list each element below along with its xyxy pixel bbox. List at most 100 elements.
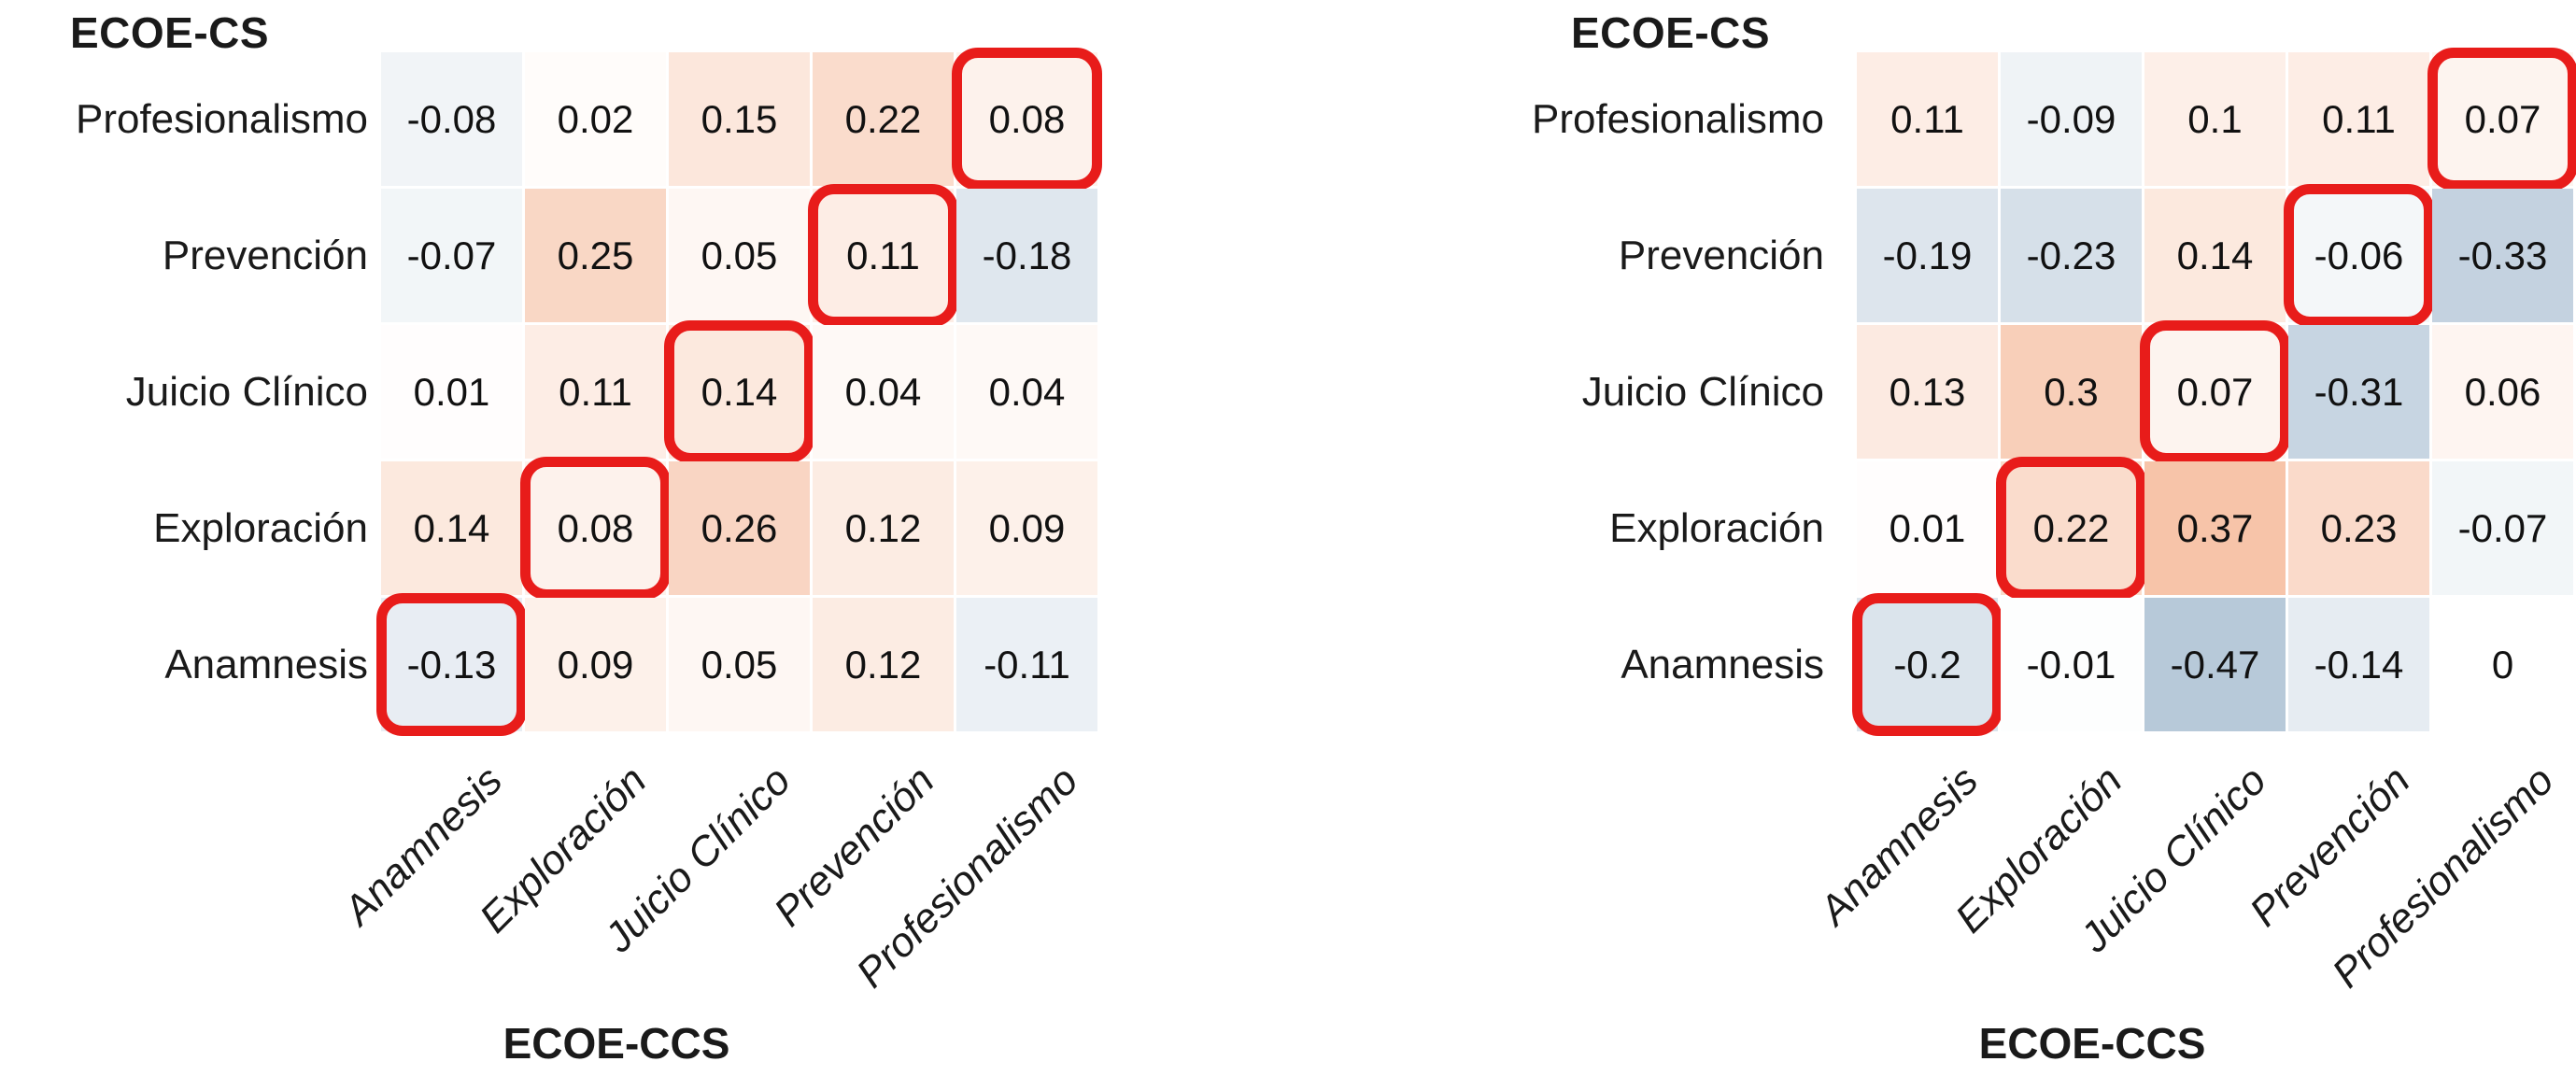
cell-value: 0.23 — [2320, 505, 2398, 550]
cell-value: 0.13 — [1889, 369, 1966, 414]
row-label: Juicio Clínico — [125, 369, 368, 415]
heatmap-cell: 0.05 — [669, 189, 810, 322]
cell-value: -0.33 — [2457, 233, 2548, 277]
heatmap-cell: 0.01 — [1857, 461, 1998, 595]
heatmap-cell: -0.07 — [381, 189, 522, 322]
cell-value: -0.31 — [2314, 369, 2404, 414]
cell-value: 0.05 — [701, 642, 778, 687]
cell-value: 0.11 — [846, 233, 920, 277]
cell-value: 0.09 — [557, 642, 634, 687]
row-label: Exploración — [153, 505, 368, 551]
heatmap-cell: 0.08 — [520, 457, 671, 600]
cell-value: 0.12 — [844, 642, 922, 687]
cell-value: -0.19 — [1882, 233, 1973, 277]
cell-value: 0.1 — [2187, 96, 2243, 141]
cell-value: -0.07 — [2457, 505, 2548, 550]
heatmap-cell: 0.22 — [813, 52, 954, 186]
cell-value: 0.06 — [2464, 369, 2541, 414]
heatmap-cell: 0.23 — [2288, 461, 2429, 595]
cell-value: 0.11 — [559, 369, 632, 414]
cell-value: -0.2 — [1893, 642, 1961, 687]
cell-value: 0 — [2491, 642, 2514, 687]
cell-value: 0.11 — [2322, 96, 2396, 141]
y-axis-title: ECOE-CS — [1571, 8, 1771, 57]
cell-value: -0.13 — [406, 642, 497, 687]
cell-value: -0.23 — [2026, 233, 2116, 277]
row-label: Anamnesis — [1621, 642, 1824, 687]
cell-value: 0.14 — [2176, 233, 2254, 277]
cell-value: 0.08 — [557, 505, 634, 550]
cell-value: 0.14 — [701, 369, 778, 414]
heatmap-cell: 0 — [2432, 598, 2573, 731]
heatmap-cell: 0.11 — [525, 325, 666, 459]
cell-value: 0.04 — [844, 369, 922, 414]
row-label: Prevención — [162, 233, 368, 278]
heatmap-cell: -0.19 — [1857, 189, 1998, 322]
heatmap-cell: 0.04 — [813, 325, 954, 459]
heatmap-cell: -0.47 — [2144, 598, 2286, 731]
heatmap-cell: 0.04 — [956, 325, 1097, 459]
heatmap-cell: 0.11 — [2288, 52, 2429, 186]
cell-value: 0.37 — [2176, 505, 2254, 550]
cell-value: -0.01 — [2026, 642, 2116, 687]
heatmap-cell: 0.02 — [525, 52, 666, 186]
heatmap-cell: -0.23 — [2001, 189, 2142, 322]
y-axis-title: ECOE-CS — [70, 8, 270, 57]
row-label: Prevención — [1618, 233, 1824, 278]
cell-value: 0.08 — [988, 96, 1066, 141]
heatmap-cell: -0.31 — [2288, 325, 2429, 459]
cell-value: 0.14 — [413, 505, 490, 550]
heatmap-cell: 0.12 — [813, 598, 954, 731]
heatmap-cell: -0.14 — [2288, 598, 2429, 731]
heatmap-cell: -0.11 — [956, 598, 1097, 731]
heatmap-cell: 0.13 — [1857, 325, 1998, 459]
heatmap-cell: 0.01 — [381, 325, 522, 459]
cell-value: 0.26 — [701, 505, 778, 550]
heatmap-cell: 0.14 — [381, 461, 522, 595]
cell-value: 0.01 — [1889, 505, 1966, 550]
row-label: Profesionalismo — [75, 96, 368, 142]
heatmap-cell: -0.01 — [2001, 598, 2142, 731]
cell-value: 0.05 — [701, 233, 778, 277]
heatmap-cell: 0.11 — [1857, 52, 1998, 186]
heatmap-cell: 0.37 — [2144, 461, 2286, 595]
x-axis-title: ECOE-CCS — [502, 1019, 730, 1068]
row-label: Profesionalismo — [1531, 96, 1824, 142]
heatmap-cell: 0.15 — [669, 52, 810, 186]
cell-value: 0.04 — [988, 369, 1066, 414]
heatmap-cell: 0.12 — [813, 461, 954, 595]
heatmap-cell: 0.25 — [525, 189, 666, 322]
cell-value: 0.25 — [557, 233, 634, 277]
cell-value: -0.18 — [982, 233, 1072, 277]
heatmap-cell: 0.26 — [669, 461, 810, 595]
heatmap-cell: 0.1 — [2144, 52, 2286, 186]
cell-value: 0.02 — [557, 96, 634, 141]
heatmap-cell: 0.05 — [669, 598, 810, 731]
cell-value: -0.08 — [406, 96, 497, 141]
cell-value: -0.14 — [2314, 642, 2404, 687]
cell-value: 0.11 — [1890, 96, 1964, 141]
heatmap-cell: 0.06 — [2432, 325, 2573, 459]
heatmap-cell: 0.07 — [2140, 320, 2290, 463]
cell-value: 0.3 — [2044, 369, 2099, 414]
heatmap-cell: -0.18 — [956, 189, 1097, 322]
cell-value: 0.22 — [2032, 505, 2110, 550]
heatmap-cell: 0.07 — [2427, 48, 2576, 191]
cell-value: 0.15 — [701, 96, 778, 141]
cell-value: -0.06 — [2314, 233, 2404, 277]
cell-value: -0.09 — [2026, 96, 2116, 141]
heatmap-cell: 0.09 — [956, 461, 1097, 595]
heatmap-cell: 0.22 — [1996, 457, 2146, 600]
row-label: Exploración — [1609, 505, 1824, 551]
cell-value: 0.01 — [413, 369, 490, 414]
heatmap-cell: 0.3 — [2001, 325, 2142, 459]
row-label: Juicio Clínico — [1581, 369, 1824, 415]
cell-value: -0.47 — [2170, 642, 2260, 687]
cell-value: 0.22 — [844, 96, 922, 141]
heatmap-cell: -0.09 — [2001, 52, 2142, 186]
heatmap-cell: -0.08 — [381, 52, 522, 186]
cell-value: 0.07 — [2464, 96, 2541, 141]
heatmap-cell: -0.33 — [2432, 189, 2573, 322]
